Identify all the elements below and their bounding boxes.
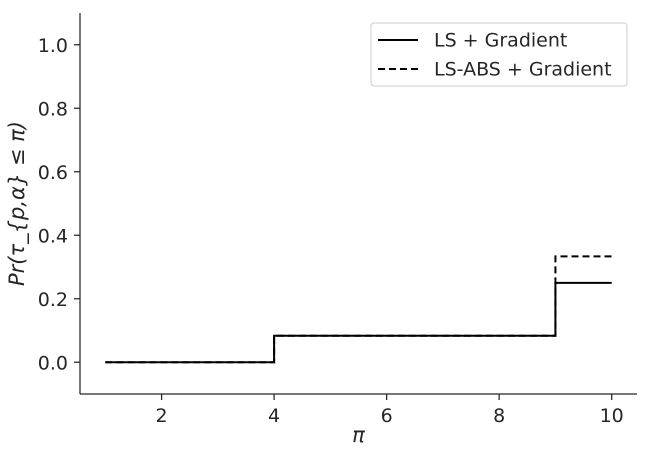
y-tick-label: 0.2 (38, 289, 68, 311)
series-layer (105, 255, 612, 364)
axes (79, 13, 637, 395)
y-axis-label: Pr(τ_{p,α} ≤ π) (5, 121, 30, 286)
y-tick-label: 0.0 (38, 352, 68, 374)
x-tick-label: 4 (268, 405, 280, 427)
x-tick-label: 2 (156, 405, 168, 427)
legend-label-ls-gradient: LS + Gradient (434, 30, 567, 52)
y-tick-label: 1.0 (38, 35, 68, 57)
x-tick-label: 8 (493, 405, 505, 427)
y-tick-label: 0.4 (38, 225, 68, 247)
series-line-ls-gradient (105, 281, 612, 364)
x-ticks: 2 4 6 8 10 (156, 394, 624, 427)
series-line-ls-abs-gradient (105, 255, 612, 364)
x-tick-label: 6 (381, 405, 393, 427)
legend: LS + Gradient LS-ABS + Gradient (370, 22, 628, 87)
legend-label-ls-abs-gradient: LS-ABS + Gradient (434, 59, 612, 81)
y-ticks: 0.0 0.2 0.4 0.6 0.8 1.0 (38, 35, 80, 374)
x-tick-label: 10 (600, 405, 624, 427)
legend-frame (370, 22, 628, 87)
y-tick-label: 0.8 (38, 98, 68, 120)
y-tick-label: 0.6 (38, 162, 68, 184)
x-axis-label: π (352, 423, 365, 447)
